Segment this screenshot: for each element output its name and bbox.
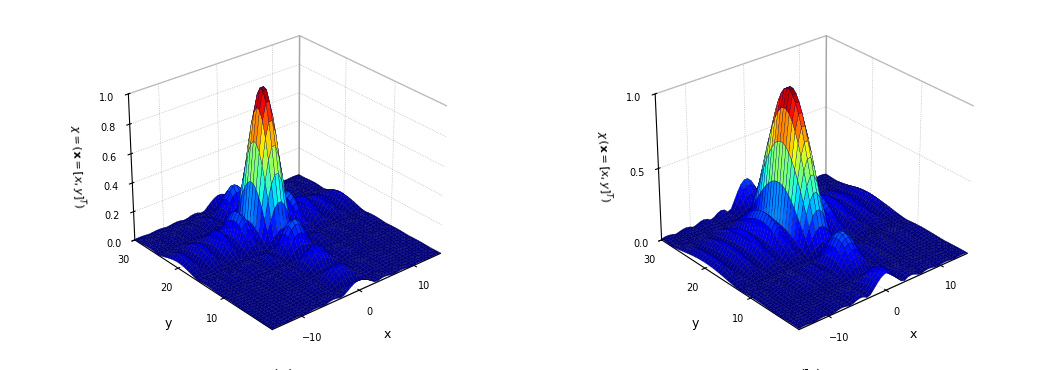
X-axis label: x: x (910, 328, 917, 341)
Text: (a): (a) (270, 369, 294, 370)
Text: (b): (b) (796, 369, 822, 370)
Y-axis label: y: y (692, 317, 699, 330)
Y-axis label: y: y (164, 317, 172, 330)
X-axis label: x: x (383, 328, 391, 341)
